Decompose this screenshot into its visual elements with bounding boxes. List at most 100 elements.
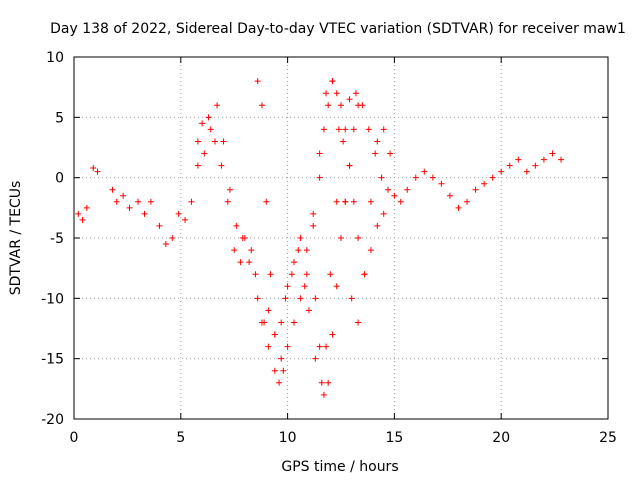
data-point: [318, 379, 325, 386]
data-point: [365, 126, 372, 133]
y-tick-label: -5: [50, 231, 64, 247]
data-point: [194, 162, 201, 169]
chart-title: Day 138 of 2022, Sidereal Day-to-day VTE…: [50, 21, 626, 37]
data-point: [254, 295, 261, 302]
data-point: [297, 235, 304, 241]
data-point: [265, 307, 272, 314]
data-point: [231, 247, 238, 254]
data-point: [397, 198, 404, 205]
data-point: [333, 198, 340, 205]
data-point: [312, 355, 319, 362]
x-tick-label: 15: [385, 430, 403, 446]
data-point: [384, 186, 391, 193]
data-point: [220, 138, 227, 145]
data-point: [404, 186, 411, 193]
data-point: [201, 150, 208, 157]
data-point: [291, 319, 298, 326]
data-point: [333, 283, 340, 290]
data-point: [352, 90, 359, 97]
data-point: [558, 156, 565, 163]
data-point: [205, 114, 212, 121]
data-point: [199, 120, 206, 127]
data-point: [239, 235, 246, 241]
data-point: [549, 150, 556, 157]
data-point: [333, 90, 340, 97]
data-point: [316, 150, 323, 157]
data-point: [412, 174, 419, 181]
data-point: [207, 126, 214, 133]
data-point: [455, 204, 462, 211]
data-point: [498, 168, 505, 175]
y-axis-label: SDTVAR / TECUs: [8, 181, 24, 296]
data-point: [303, 247, 310, 254]
data-point: [350, 126, 357, 133]
data-point: [523, 168, 530, 175]
axis-ticks: [73, 56, 609, 420]
data-point: [372, 150, 379, 157]
data-point: [135, 198, 142, 205]
data-point: [258, 102, 265, 109]
x-tick-label: 10: [279, 430, 297, 446]
data-point: [188, 198, 195, 205]
y-tick-label: 0: [55, 171, 64, 187]
data-point: [464, 198, 471, 205]
data-point: [280, 367, 287, 374]
data-point: [387, 150, 394, 157]
data-point: [335, 126, 342, 133]
data-point: [532, 162, 539, 169]
data-point: [248, 247, 255, 254]
data-point: [224, 198, 231, 205]
data-point: [126, 204, 133, 211]
data-point: [446, 192, 453, 199]
data-point: [361, 271, 368, 278]
data-point: [291, 259, 298, 266]
y-tick-label: -10: [41, 291, 64, 307]
data-point: [226, 186, 233, 193]
data-point: [278, 355, 285, 362]
data-point: [323, 343, 330, 350]
data-point: [113, 198, 120, 205]
data-point: [182, 216, 189, 223]
data-point: [271, 331, 278, 338]
data-point: [94, 168, 101, 175]
data-point: [83, 204, 90, 211]
data-point: [156, 222, 163, 229]
data-point: [346, 96, 353, 103]
data-point: [310, 210, 317, 217]
data-point: [367, 198, 374, 205]
data-point: [506, 162, 513, 169]
data-point: [489, 174, 496, 181]
data-point: [481, 180, 488, 187]
data-point: [312, 295, 319, 302]
data-point: [175, 210, 182, 217]
data-point: [303, 271, 310, 278]
data-point: [271, 367, 278, 374]
data-point: [79, 216, 86, 223]
tick-labels: 0 5 10 15 20 25 -20 -15 -10 -5 0 5 10: [41, 50, 617, 446]
data-point: [355, 319, 362, 326]
data-point: [254, 78, 261, 85]
data-point: [329, 331, 336, 338]
data-point: [297, 295, 304, 302]
data-point: [346, 162, 353, 169]
x-tick-label: 5: [176, 430, 185, 446]
data-point: [374, 138, 381, 145]
data-point: [211, 138, 218, 145]
data-point: [194, 138, 201, 145]
data-point: [305, 307, 312, 314]
grid: [74, 57, 608, 419]
data-point: [338, 235, 344, 241]
data-point: [367, 247, 374, 254]
data-point: [380, 126, 387, 133]
data-point: [295, 247, 302, 254]
data-point: [169, 235, 176, 241]
data-point: [263, 198, 270, 205]
data-point: [252, 271, 259, 278]
y-tick-label: -15: [41, 352, 64, 368]
y-tick-label: 10: [46, 50, 64, 66]
data-point: [218, 162, 225, 169]
data-point: [282, 295, 289, 302]
data-point: [338, 102, 344, 109]
data-point: [355, 102, 362, 109]
